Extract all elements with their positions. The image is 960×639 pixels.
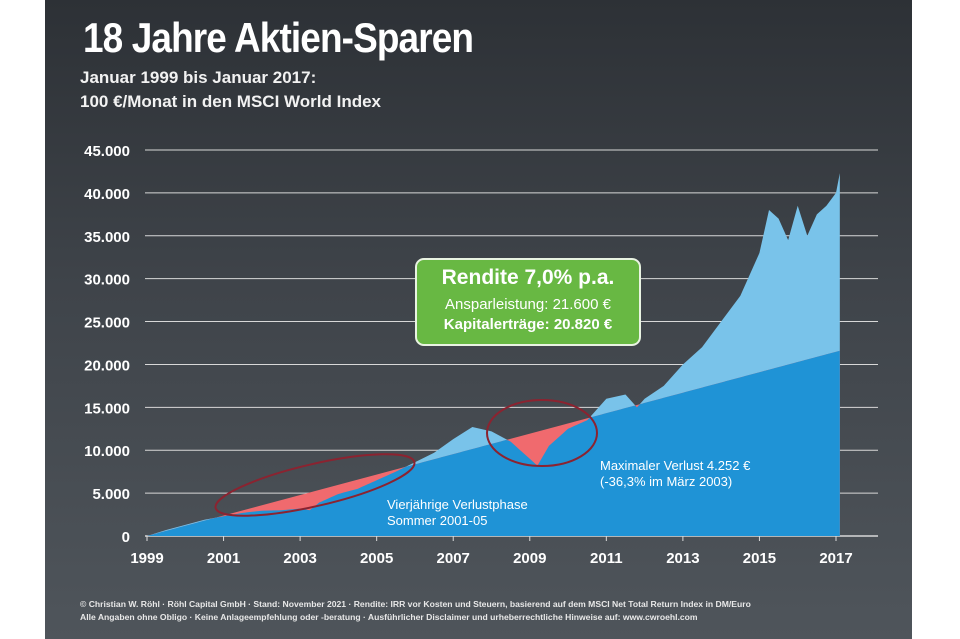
y-tick-label: 5.000 xyxy=(92,486,130,503)
subtitle-line1: Januar 1999 bis Januar 2017: xyxy=(80,68,317,87)
x-tick-label: 2015 xyxy=(743,550,776,567)
invested-amount: Ansparleistung: 21.600 € xyxy=(445,296,611,313)
loss-phase-line1: Vierjährige Verlustphase xyxy=(387,497,528,512)
max-loss-line2: (-36,3% im März 2003) xyxy=(600,474,733,489)
max-loss-ellipse xyxy=(486,399,598,467)
x-tick-label: 2007 xyxy=(437,550,470,567)
y-tick-label: 40.000 xyxy=(84,186,130,203)
y-tick-label: 35.000 xyxy=(84,229,130,246)
y-tick-label: 20.000 xyxy=(84,357,130,374)
y-tick-label: 0 xyxy=(122,529,130,546)
x-tick-label: 1999 xyxy=(130,550,163,567)
y-tick-label: 45.000 xyxy=(84,143,130,160)
x-tick-label: 2013 xyxy=(666,550,699,567)
max-loss-annotation: Maximaler Verlust 4.252 € (-36,3% im Mär… xyxy=(600,458,750,490)
x-tick-label: 2011 xyxy=(590,550,623,567)
footer-line1: © Christian W. Röhl · Röhl Capital GmbH … xyxy=(80,599,751,609)
page-title: 18 Jahre Aktien-Sparen xyxy=(83,14,474,61)
loss-phase-annotation: Vierjährige Verlustphase Sommer 2001-05 xyxy=(387,497,528,529)
y-tick-label: 30.000 xyxy=(84,272,130,289)
x-tick-label: 2009 xyxy=(513,550,546,567)
y-tick-label: 10.000 xyxy=(84,443,130,460)
max-loss-line1: Maximaler Verlust 4.252 € xyxy=(600,458,751,473)
capital-gains: Kapitalerträge: 20.820 € xyxy=(443,316,613,333)
x-tick-label: 2005 xyxy=(360,550,393,567)
invested-amount-area xyxy=(147,350,840,536)
x-tick-label: 2003 xyxy=(283,550,316,567)
loss-phase-line2: Sommer 2001-05 xyxy=(387,513,488,528)
x-tick-label: 2017 xyxy=(819,550,852,567)
return-rate: Rendite 7,0% p.a. xyxy=(441,266,615,289)
loss-phase-ellipse xyxy=(214,453,416,517)
footer-line2: Alle Angaben ohne Obligo · Keine Anlagee… xyxy=(80,612,698,622)
y-tick-label: 25.000 xyxy=(84,315,130,332)
subtitle-line2: 100 €/Monat in den MSCI World Index xyxy=(80,92,382,111)
x-tick-label: 2001 xyxy=(207,550,240,567)
return-highlight-box: Rendite 7,0% p.a. Ansparleistung: 21.600… xyxy=(415,258,641,346)
y-tick-label: 15.000 xyxy=(84,400,130,417)
